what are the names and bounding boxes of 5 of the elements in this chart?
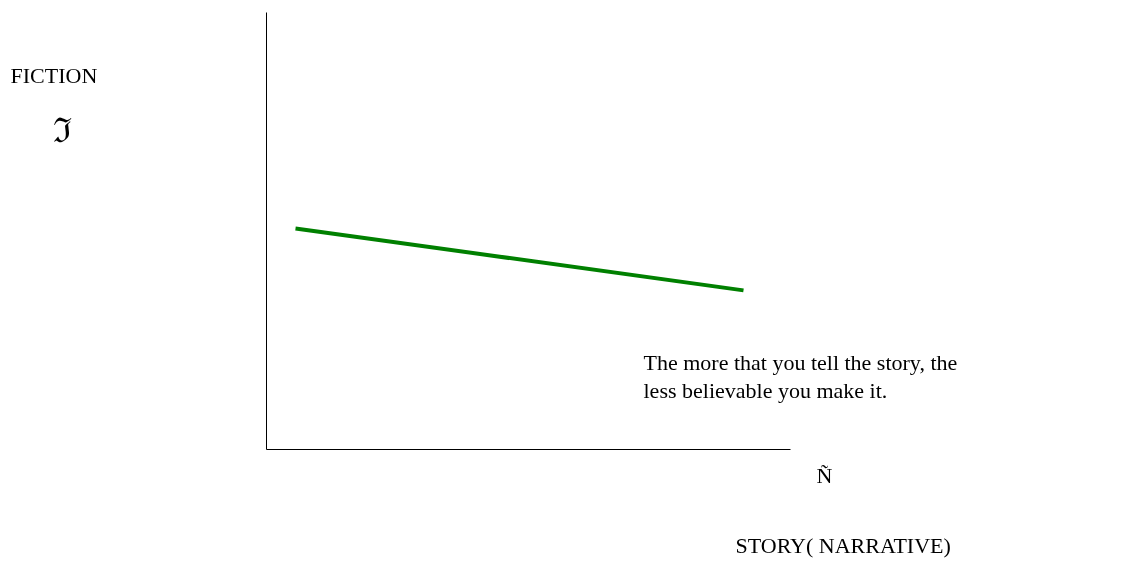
annotation: The more that you tell the story, the less believable you make it. — [643, 350, 958, 403]
text: Ñ — [816, 463, 833, 488]
text: FICTION — [10, 63, 98, 88]
text: ℑ — [52, 112, 72, 149]
x-axis-title: STORY( NARRATIVE) — [735, 533, 951, 558]
